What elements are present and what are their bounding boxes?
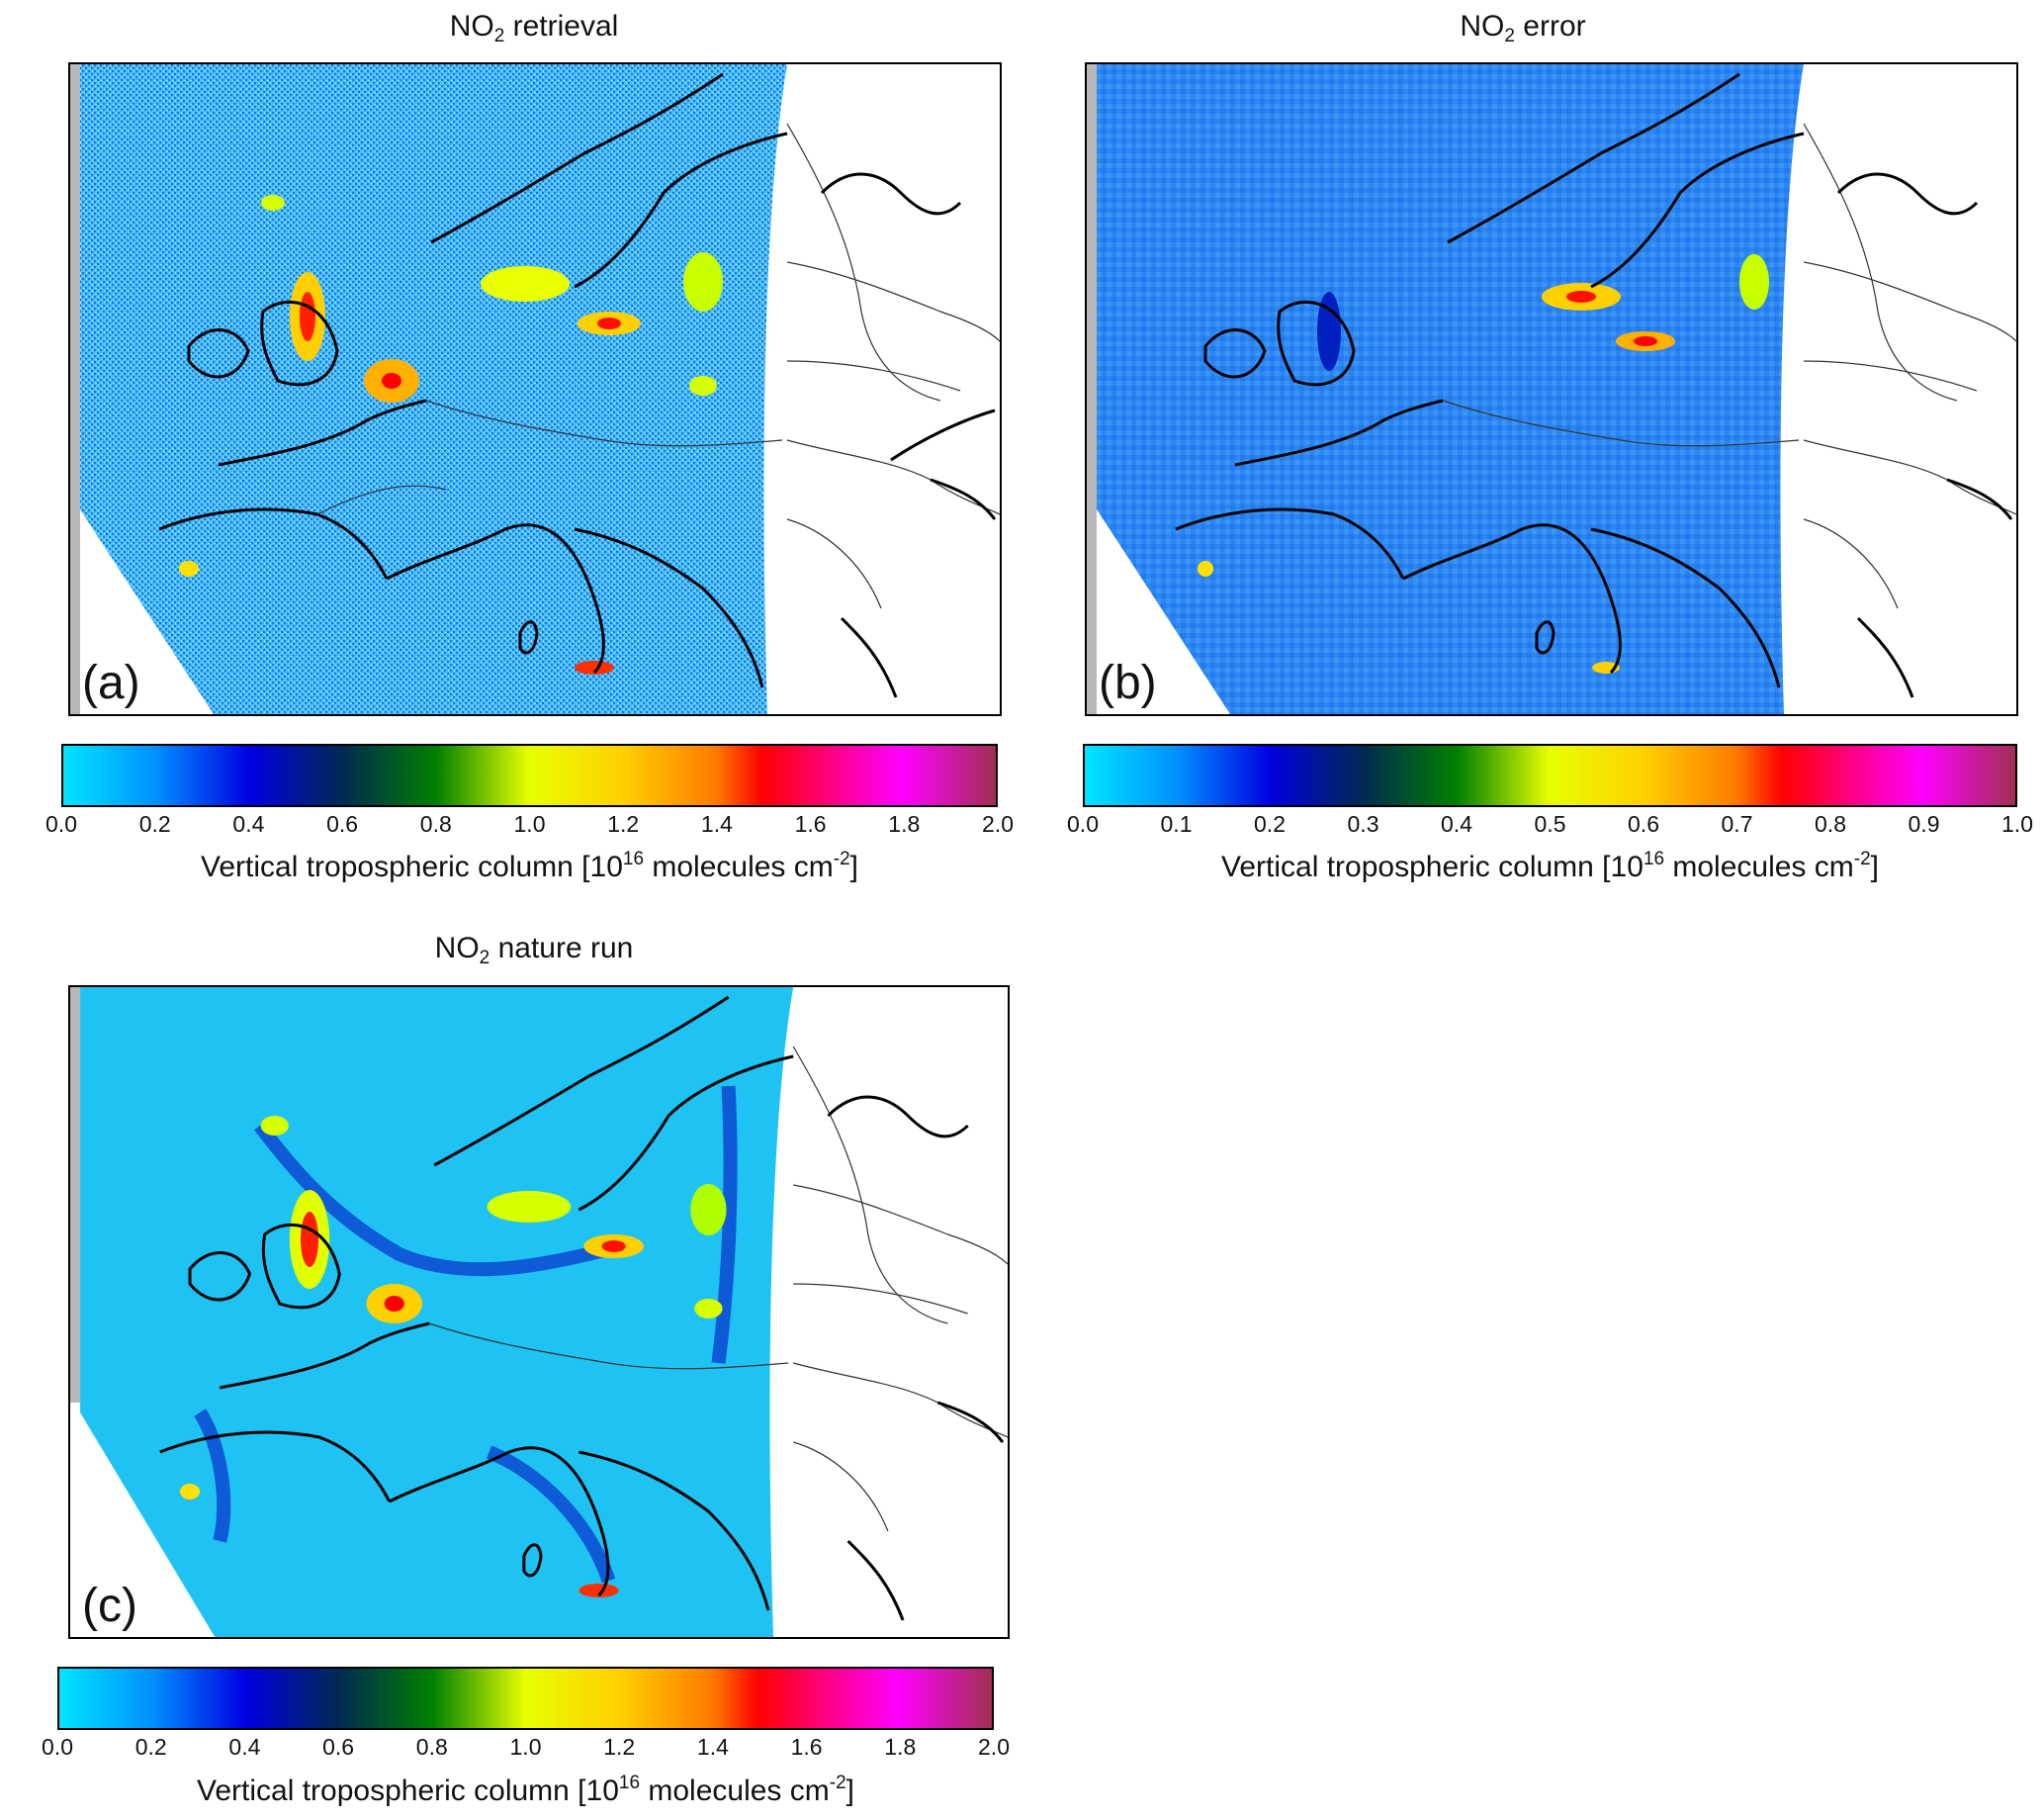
tick: 1.0 [513, 811, 546, 837]
tick: 0.2 [138, 811, 171, 837]
panel-c-title: NO2 nature run [434, 932, 634, 968]
tick: 1.6 [790, 1734, 823, 1760]
tick: 1.4 [696, 1734, 729, 1760]
panel-b-label: (b) [1099, 657, 1157, 709]
map-c: (c) [68, 985, 1010, 1639]
hotspots [1198, 254, 1769, 674]
tick: 2.0 [978, 1734, 1010, 1760]
tick: 2.0 [982, 811, 1014, 837]
tick: 1.2 [603, 1734, 636, 1760]
tick: 0.0 [1067, 811, 1099, 837]
colorbar-a-ticks: 0.0 0.2 0.4 0.6 0.8 1.0 1.2 1.4 1.6 1.8 … [45, 811, 1014, 845]
tick: 0.8 [1815, 811, 1846, 837]
east-coastlines [1836, 172, 2013, 698]
tick: 0.0 [42, 1734, 73, 1760]
east-coastlines [827, 1095, 1005, 1621]
border-lines [316, 123, 1000, 609]
colorbar-c-label: Vertical tropospheric column [1016 molec… [197, 1773, 854, 1807]
panel-a-title: NO2 retrieval [449, 10, 619, 46]
colorbar-a-label: Vertical tropospheric column [1016 molec… [201, 849, 858, 883]
map-a: (a) [68, 62, 1002, 716]
tick: 0.5 [1534, 811, 1566, 837]
tick: 1.4 [700, 811, 733, 837]
hotspots [179, 1116, 727, 1597]
tick: 0.4 [1441, 811, 1472, 837]
tick: 0.6 [1628, 811, 1659, 837]
tick: 1.8 [884, 1734, 917, 1760]
tick: 1.0 [509, 1734, 542, 1760]
coastlines [159, 995, 794, 1611]
panel-b-title: NO2 error [1460, 10, 1586, 46]
swath-area [1097, 64, 1804, 714]
tick: 0.6 [326, 811, 359, 837]
tick: 0.2 [134, 1734, 167, 1760]
east-coastlines [820, 172, 997, 698]
tick: 0.3 [1347, 811, 1379, 837]
tick: 0.8 [419, 811, 452, 837]
tick: 1.0 [2001, 811, 2033, 837]
map-a-svg [70, 64, 1000, 714]
panel-c-label: (c) [82, 1580, 137, 1632]
colorbar-c-ticks: 0.0 0.2 0.4 0.6 0.8 1.0 1.2 1.4 1.6 1.8 … [42, 1734, 1010, 1768]
tick: 1.6 [794, 811, 827, 837]
missing-data-strip [70, 987, 81, 1403]
tick: 0.1 [1160, 811, 1193, 837]
tick: 0.4 [232, 811, 265, 837]
tick: 1.2 [607, 811, 640, 837]
tick: 0.4 [228, 1734, 261, 1760]
colorbar-b-ticks: 0.0 0.1 0.2 0.3 0.4 0.5 0.6 0.7 0.8 0.9 … [1067, 811, 2033, 845]
tick: 1.8 [888, 811, 921, 837]
colorbar-c [57, 1667, 994, 1730]
swath-area [80, 987, 794, 1637]
colorbar-b [1083, 744, 2017, 807]
missing-data-strip [70, 64, 80, 714]
swath-area [80, 64, 787, 714]
tick: 0.6 [322, 1734, 355, 1760]
panel-a-label: (a) [82, 657, 140, 709]
missing-data-strip [1087, 64, 1097, 714]
tick: 0.0 [45, 811, 77, 837]
colorbar-a [61, 744, 998, 807]
hotspots [179, 195, 723, 675]
coastlines [158, 72, 996, 688]
tick: 0.2 [1254, 811, 1286, 837]
tick: 0.7 [1721, 811, 1753, 837]
map-c-svg [70, 987, 1008, 1637]
map-b: (b) [1085, 62, 2018, 716]
colorbar-b-label: Vertical tropospheric column [1016 molec… [1221, 849, 1879, 883]
tick: 0.8 [415, 1734, 448, 1760]
map-b-svg [1087, 64, 2016, 714]
plumes [194, 1085, 738, 1584]
border-lines [1442, 123, 2016, 609]
coastlines [1175, 72, 1805, 688]
tick: 0.9 [1908, 811, 1940, 837]
